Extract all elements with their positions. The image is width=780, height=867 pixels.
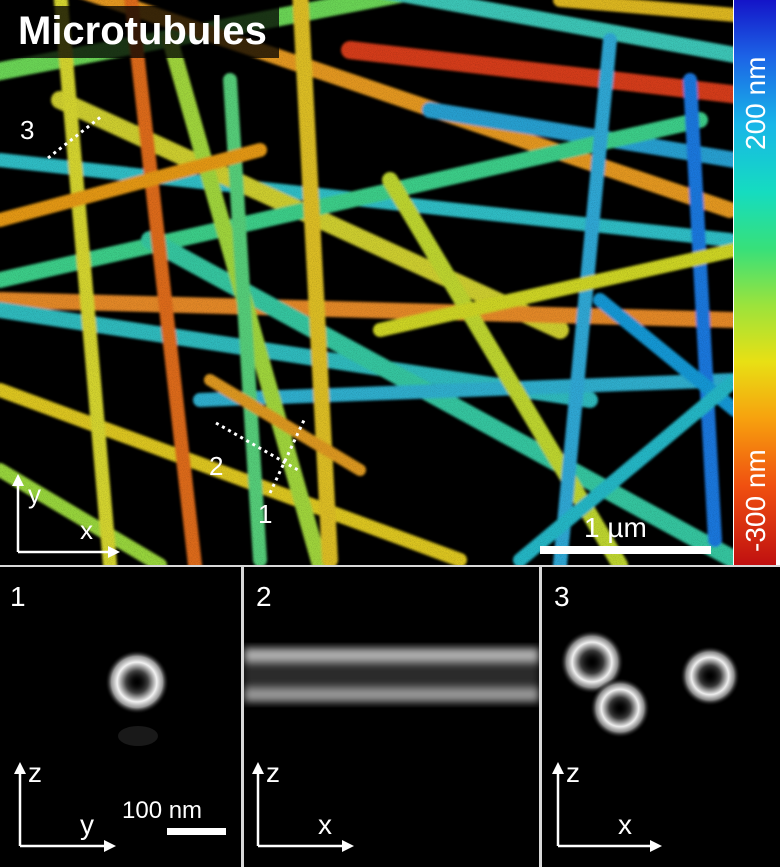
x-axis-label: x xyxy=(80,515,93,545)
y-axis-label: y xyxy=(28,479,41,509)
profile-line-3 xyxy=(47,114,103,160)
microtubule-side-profile xyxy=(244,648,539,702)
depth-colorbar: 200 nm -300 nm xyxy=(734,0,776,565)
section-divider xyxy=(0,565,780,567)
panel-number-2: 2 xyxy=(256,581,272,612)
microtubule-cross-section-a xyxy=(560,630,624,694)
profile-label-2: 2 xyxy=(209,451,224,481)
microtubule-image: Microtubules 3 2 1 y x 1 µm xyxy=(0,0,733,565)
colorbar-top-label: 200 nm xyxy=(740,56,771,150)
panel-3-z-label: z xyxy=(566,757,580,788)
microtubule-filaments xyxy=(0,0,733,565)
microtubule-cross-section-b xyxy=(590,678,650,738)
microtubule-cross-section-c xyxy=(680,646,740,706)
panel-number-1: 1 xyxy=(10,581,26,612)
panel-3-x-label: x xyxy=(618,809,632,840)
profile-line-2 xyxy=(215,421,299,472)
profile-label-1: 1 xyxy=(258,499,273,529)
cross-section-panel-3: 3 z x xyxy=(542,566,780,867)
cross-section-panel-2: 2 z x xyxy=(244,566,539,867)
scale-bar-label: 1 µm xyxy=(584,512,647,543)
colorbar-bottom-label: -300 nm xyxy=(740,449,771,552)
panel-2-x-label: x xyxy=(318,809,332,840)
panel-divider xyxy=(539,566,542,867)
image-title: Microtubules xyxy=(8,6,279,58)
panel-number-3: 3 xyxy=(554,581,570,612)
cross-section-panel-1: 1 z y 100 nm xyxy=(0,566,241,867)
cross-section-panels: 1 z y 100 nm 2 z x xyxy=(0,566,780,867)
microtubule-cross-section xyxy=(105,650,169,714)
panel-divider xyxy=(241,566,244,867)
profile-label-3: 3 xyxy=(20,115,35,145)
panel-scale-bar xyxy=(167,828,226,835)
panel-1-y-label: y xyxy=(80,809,94,840)
panel-scale-bar-label: 100 nm xyxy=(122,797,203,824)
panel-2-z-label: z xyxy=(266,757,280,788)
panel-1-z-label: z xyxy=(28,757,42,788)
scale-bar xyxy=(540,546,711,554)
